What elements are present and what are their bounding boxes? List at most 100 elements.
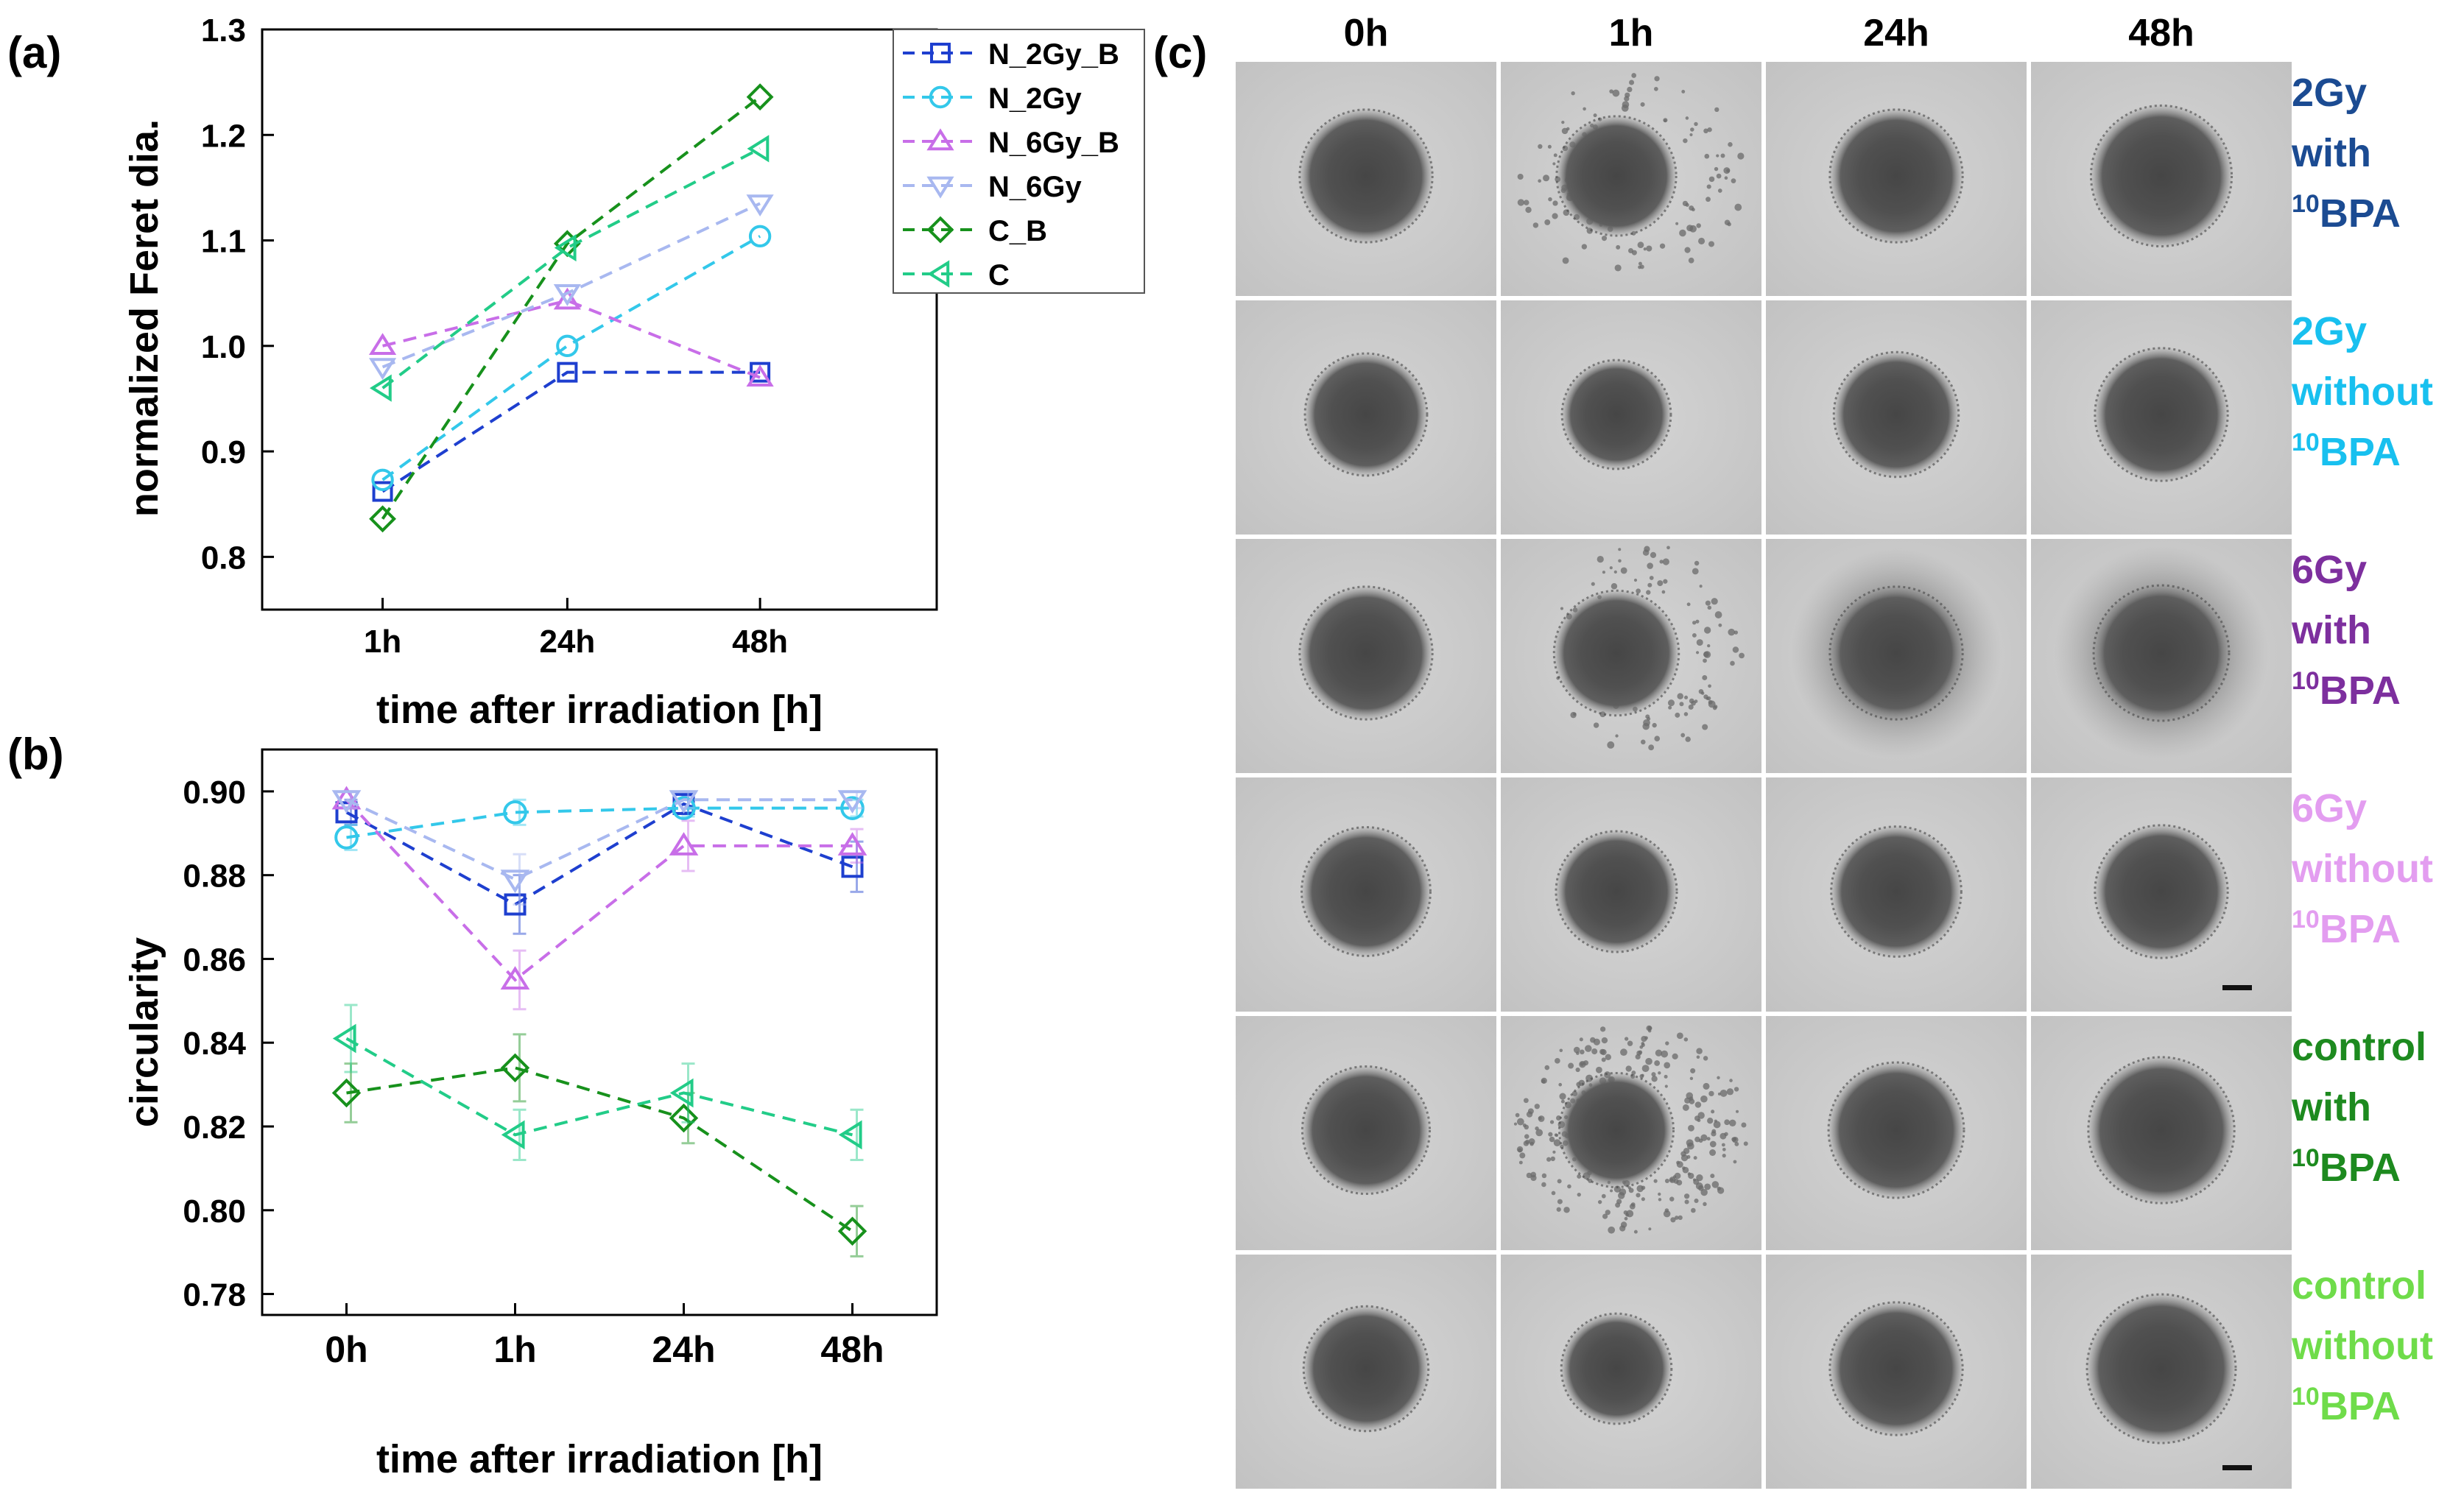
data-point-N_2Gy (556, 334, 579, 358)
chart-a-frame (261, 28, 938, 611)
row-label-line: 10BPA (2292, 1144, 2401, 1190)
micrograph-cell (2031, 539, 2292, 773)
series-line-N_6Gy (345, 798, 853, 881)
data-point-C_B (669, 1103, 699, 1133)
row-label-line: with (2291, 608, 2371, 652)
data-point-N_6Gy (669, 790, 699, 814)
data-point-N_2Gy_B (750, 361, 771, 383)
legend-label: N_2Gy_B (988, 38, 1119, 71)
data-point-C (747, 135, 770, 163)
micrograph-cell (1501, 300, 1761, 535)
row-label-line: with (2291, 131, 2371, 175)
series-line-N_2Gy_B (381, 370, 761, 493)
data-point-N_2Gy (503, 800, 527, 825)
micrograph-cell (2031, 1016, 2292, 1250)
data-point-C (669, 1078, 694, 1108)
row-label: control without 10BPA (2291, 1263, 2433, 1428)
series-line-C (381, 147, 761, 389)
y-tick-label: 1.0 (201, 329, 246, 365)
legend-label: N_6Gy_B (988, 127, 1119, 159)
micrograph-cell (1236, 777, 1496, 1012)
y-tick-label: 0.90 (183, 775, 246, 811)
x-tick-label: 48h (732, 624, 788, 660)
legend-label: N_6Gy (988, 171, 1082, 203)
data-point-N_6Gy (746, 194, 774, 216)
series-line-C_B (346, 1066, 853, 1232)
micrograph-cell (1236, 539, 1496, 773)
data-point-N_2Gy_B (504, 893, 527, 916)
data-point-N_2Gy (672, 796, 696, 820)
chart-b-series-layer (331, 786, 867, 1258)
y-tick-label: 0.86 (183, 942, 246, 978)
data-point-C_B (837, 1216, 867, 1246)
legend-label: N_2Gy (988, 82, 1082, 115)
series-line-N_6Gy_B (382, 299, 761, 379)
data-point-C (332, 1023, 356, 1054)
series-line-N_6Gy_B (345, 798, 853, 982)
data-point-C (369, 374, 392, 402)
data-point-C_B (746, 83, 774, 111)
data-point-N_2Gy (334, 825, 359, 850)
data-point-N_6Gy (837, 790, 867, 814)
row-label-line: without (2291, 1324, 2433, 1368)
legend-box (893, 29, 1145, 294)
chart-a-series-layer (368, 83, 774, 533)
micrograph-cell (1766, 777, 2027, 1012)
error-bar-N_6Gy_B (681, 819, 695, 872)
micrograph-cell (2031, 777, 2292, 1012)
x-tick-label: 24h (652, 1329, 715, 1370)
chart-b-frame (261, 748, 938, 1316)
y-tick-label: 0.88 (183, 858, 246, 895)
legend-marker (929, 85, 952, 109)
data-point-C (554, 233, 577, 262)
legend-marker (927, 260, 950, 288)
data-point-N_6Gy_B (669, 832, 699, 856)
chart-b: 0.78 0.80 0.82 0.84 0.86 0.88 0.90 0h 1h 24h 48h t… (122, 748, 938, 1481)
micrograph-cell (1501, 1255, 1761, 1489)
legend-marker (926, 128, 954, 151)
legend-marker (926, 216, 954, 244)
row-label: 2Gy with 10BPA (2291, 71, 2401, 236)
micrograph-cell (1501, 777, 1761, 1012)
row-label: 6Gy without 10BPA (2291, 786, 2433, 951)
data-point-N_6Gy_B (368, 333, 397, 356)
micrograph-cell (1501, 539, 1761, 773)
y-tick-label: 1.2 (201, 118, 246, 154)
row-label-line: 10BPA (2292, 1383, 2401, 1428)
chart-a-xlabel: time after irradiation [h] (376, 688, 823, 732)
row-label-line: 2Gy (2292, 71, 2367, 115)
row-label-line: without (2291, 370, 2433, 414)
data-point-C_B (500, 1053, 530, 1083)
error-bar-N_6Gy_B (513, 949, 527, 1011)
micrograph-column-headers: 0h 1h 24h 48h (1344, 12, 2194, 54)
error-bar-C_B (850, 1205, 864, 1258)
row-label: 6Gy with 10BPA (2291, 548, 2401, 713)
y-tick-label: 1.1 (201, 224, 246, 260)
column-header: 0h (1344, 12, 1389, 54)
error-bar-C (850, 1108, 864, 1162)
y-tick-label: 0.80 (183, 1193, 246, 1230)
data-point-C_B (331, 1078, 362, 1108)
scale-bar (2222, 1465, 2252, 1470)
data-point-N_2Gy (840, 796, 865, 820)
micrograph-cell (1501, 1016, 1761, 1250)
data-point-N_2Gy_B (841, 856, 864, 878)
row-label-line: 2Gy (2292, 309, 2367, 353)
x-tick-label: 0h (325, 1329, 367, 1370)
row-label-line: 10BPA (2292, 428, 2401, 474)
panel-label-c: (c) (1153, 28, 1207, 77)
micrograph-cell (1766, 1255, 2027, 1489)
series-line-C_B (381, 96, 761, 520)
chart-b-ylabel: circularity (122, 937, 166, 1127)
column-header: 48h (2128, 12, 2194, 54)
legend-marker (930, 43, 951, 63)
y-tick-label: 0.8 (201, 540, 246, 576)
row-label-line: control (2292, 1025, 2426, 1069)
chart-a-gridlayer: 0.8 0.9 1.0 1.1 1.2 1.3 1h 24h 48h (201, 13, 788, 660)
chart-a-ylabel: normalized Feret dia. (122, 119, 166, 517)
x-tick-label: 24h (539, 624, 595, 660)
panel-label-a: (a) (7, 28, 61, 77)
y-tick-label: 1.3 (201, 13, 246, 49)
row-label-line: 10BPA (2292, 906, 2401, 951)
